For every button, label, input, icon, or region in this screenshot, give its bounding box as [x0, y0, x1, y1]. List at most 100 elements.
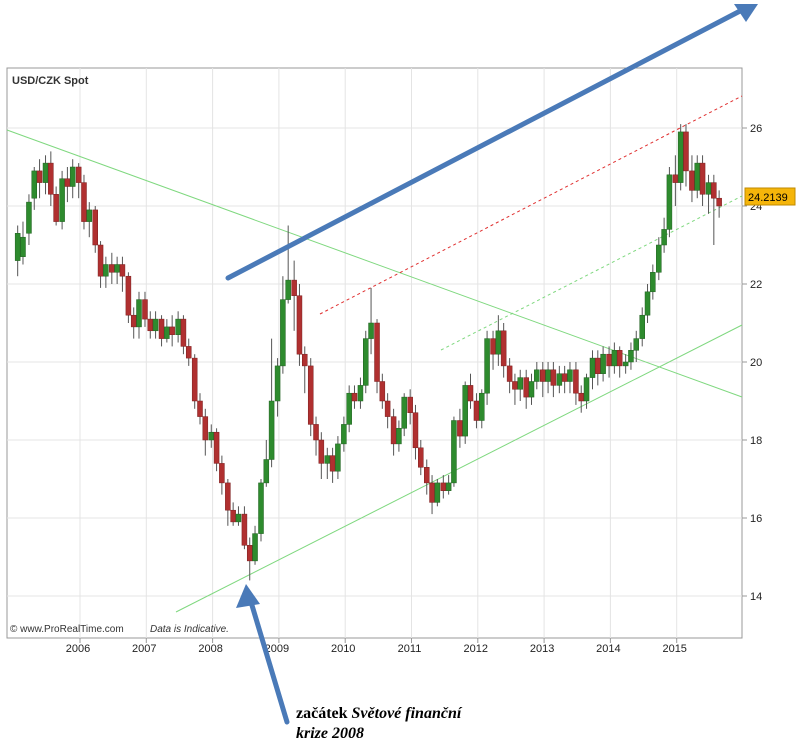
candle: [561, 365, 568, 394]
candle-body: [583, 377, 590, 402]
candle: [302, 346, 308, 394]
candle-body: [103, 264, 109, 277]
arrows: [225, 4, 758, 725]
candle-body: [506, 365, 513, 382]
candle-body: [611, 350, 618, 367]
candle: [699, 155, 706, 206]
candle-body: [628, 350, 634, 363]
candle-body: [656, 244, 662, 273]
candle: [263, 440, 270, 487]
candle-body: [64, 178, 71, 187]
candle: [197, 393, 203, 425]
candle: [423, 459, 430, 495]
candle-body: [462, 385, 468, 437]
candle-body: [324, 455, 331, 464]
candle: [335, 436, 341, 479]
candle-body: [31, 170, 38, 199]
candle: [219, 455, 225, 495]
y-tick-label: 20: [750, 357, 762, 369]
candle-body: [423, 467, 430, 484]
candle: [379, 373, 386, 409]
candle-body: [20, 236, 26, 257]
candle: [473, 393, 480, 429]
candle: [495, 315, 502, 366]
crisis-annotation: začátek Světové finanční krize 2008: [296, 704, 461, 744]
candle: [451, 416, 457, 487]
candle-body: [517, 377, 523, 390]
y-tick-label: 18: [750, 435, 762, 447]
candle-body: [14, 233, 21, 261]
candle: [589, 350, 596, 390]
candle-body: [36, 170, 43, 183]
candle: [540, 362, 546, 398]
candle-body: [567, 369, 573, 382]
candle-body: [125, 275, 132, 316]
candle: [69, 159, 76, 199]
candle-body: [109, 264, 115, 273]
candle: [64, 167, 71, 203]
candle: [130, 307, 137, 339]
candle-body: [169, 326, 175, 335]
candle-body: [528, 381, 535, 398]
candle-body: [53, 194, 59, 222]
candle-body: [130, 314, 137, 328]
candle: [241, 506, 248, 550]
last-price-value: 24.2139: [748, 192, 788, 204]
candle-body: [285, 279, 291, 300]
candle: [457, 408, 463, 448]
annotation-line1-plain: začátek: [296, 705, 352, 722]
candle-body: [114, 264, 120, 273]
candle-body: [550, 369, 557, 386]
candle: [252, 525, 258, 565]
candle-body: [81, 182, 87, 222]
candle: [351, 385, 358, 409]
candle-body: [351, 392, 358, 402]
candle-body: [147, 318, 154, 332]
x-tick-label: 2015: [662, 643, 686, 655]
candle-body: [699, 162, 706, 195]
axes: 2006 2007 2008 2009 2010 2011 2012 2013 2014 2015…: [66, 123, 762, 655]
candle: [103, 256, 109, 288]
x-tick-label: 2008: [198, 643, 222, 655]
x-tick-label: 2014: [596, 643, 620, 655]
candle-body: [263, 459, 270, 484]
candle-body: [313, 424, 319, 441]
candle: [506, 358, 513, 394]
candle-body: [479, 392, 485, 421]
candle-body: [457, 420, 463, 437]
candle: [180, 315, 187, 355]
annotation-line1-italic: Světové finanční: [351, 705, 462, 722]
candle-body: [672, 174, 679, 183]
candle: [147, 311, 154, 339]
candle-body: [208, 431, 215, 441]
candle: [368, 287, 374, 355]
candle: [606, 346, 612, 378]
candle: [169, 315, 175, 347]
candle: [429, 475, 435, 515]
candle-body: [191, 357, 198, 402]
red-channel-line: [319, 95, 743, 315]
candle-body: [48, 162, 54, 195]
uptrend-arrow-shaft: [225, 7, 745, 281]
candle: [711, 174, 717, 245]
candle: [434, 479, 441, 507]
candle-body: [500, 330, 507, 367]
candle-body: [346, 392, 352, 425]
candle-body: [180, 318, 187, 347]
candle-body: [561, 373, 568, 382]
candle-body: [335, 443, 341, 472]
candle-body: [291, 279, 297, 296]
candle: [583, 373, 590, 409]
candle-body: [434, 482, 441, 503]
candle: [512, 373, 518, 405]
candle-body: [666, 174, 673, 230]
candle: [694, 155, 701, 199]
candle-body: [69, 166, 76, 187]
candle-body: [418, 447, 424, 468]
candle: [230, 502, 236, 526]
candle: [677, 124, 684, 191]
y-tick-label: 16: [750, 513, 762, 525]
candle: [656, 237, 662, 281]
candle: [407, 389, 413, 425]
candle: [158, 315, 165, 347]
